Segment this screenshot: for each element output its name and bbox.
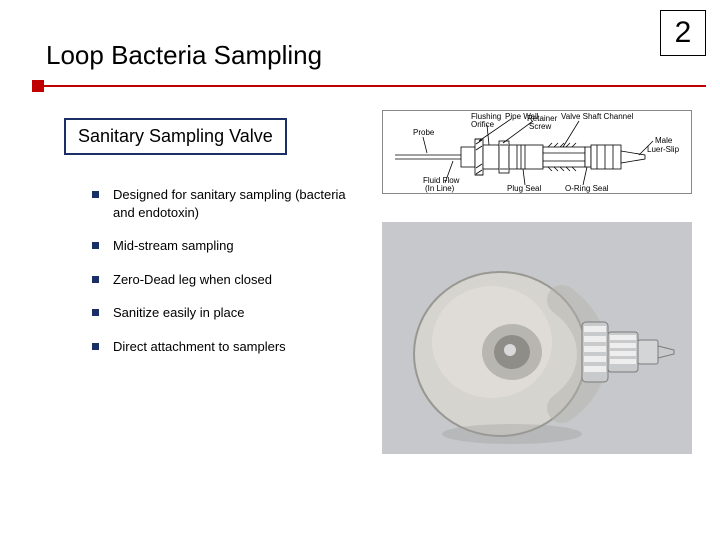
diagram-label: Male	[655, 136, 673, 145]
subtitle-box: Sanitary Sampling Valve	[64, 118, 287, 155]
bullet-icon	[92, 343, 99, 350]
bullet-list: Designed for sanitary sampling (bacteria…	[92, 186, 352, 371]
list-item: Designed for sanitary sampling (bacteria…	[92, 186, 352, 221]
list-item: Mid-stream sampling	[92, 237, 352, 255]
valve-photo	[382, 222, 692, 454]
diagram-label: Probe	[413, 128, 435, 137]
page-number: 2	[675, 16, 692, 50]
valve-diagram-svg: Flushing Orifice Probe Pipe Wall Retaine…	[383, 111, 693, 195]
diagram-label: Plug Seal	[507, 184, 541, 193]
bullet-text: Mid-stream sampling	[113, 237, 234, 255]
list-item: Direct attachment to samplers	[92, 338, 352, 356]
diagram-label: (In Line)	[425, 184, 455, 193]
bullet-text: Direct attachment to samplers	[113, 338, 286, 356]
bullet-text: Designed for sanitary sampling (bacteria…	[113, 186, 352, 221]
page-number-box: 2	[660, 10, 706, 56]
bullet-text: Zero-Dead leg when closed	[113, 271, 272, 289]
slide: 2 Loop Bacteria Sampling Sanitary Sampli…	[0, 0, 720, 540]
bullet-icon	[92, 276, 99, 283]
valve-photo-svg	[382, 222, 692, 454]
bullet-text: Sanitize easily in place	[113, 304, 245, 322]
bullet-icon	[92, 309, 99, 316]
diagram-label: Valve Shaft Channel	[561, 112, 634, 121]
list-item: Sanitize easily in place	[92, 304, 352, 322]
bullet-icon	[92, 191, 99, 198]
bullet-icon	[92, 242, 99, 249]
accent-rule	[32, 85, 706, 87]
valve-diagram: Flushing Orifice Probe Pipe Wall Retaine…	[382, 110, 692, 194]
diagram-label: Luer-Slip	[647, 145, 680, 154]
diagram-label: Orifice	[471, 120, 495, 129]
diagram-label: Screw	[529, 122, 551, 131]
list-item: Zero-Dead leg when closed	[92, 271, 352, 289]
subtitle: Sanitary Sampling Valve	[78, 126, 273, 146]
diagram-label: O-Ring Seal	[565, 184, 609, 193]
slide-title: Loop Bacteria Sampling	[46, 40, 322, 71]
